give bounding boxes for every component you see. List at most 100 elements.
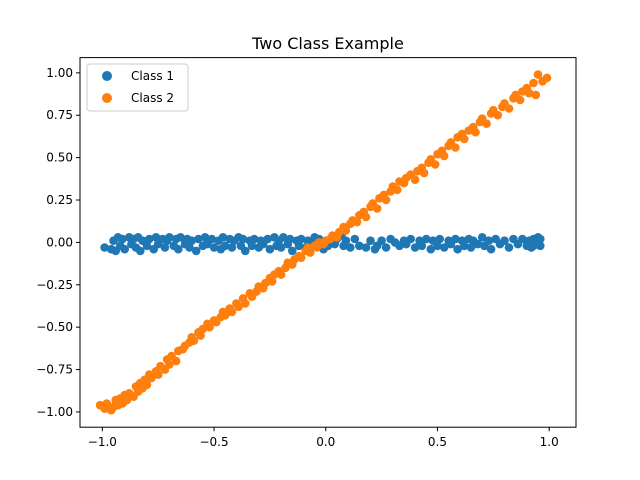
point-series-2-101 — [410, 175, 420, 184]
point-series-1-84 — [346, 243, 355, 252]
point-series-1-52 — [250, 234, 259, 244]
point-series-2-10 — [122, 395, 132, 405]
point-series-2-113 — [451, 143, 460, 152]
y-tick-label: −0.25 — [36, 278, 73, 292]
point-series-1-0 — [100, 243, 109, 252]
point-series-2-36 — [196, 331, 205, 340]
point-series-1-68 — [296, 234, 306, 244]
y-tick-label: −0.75 — [36, 363, 73, 377]
point-series-1-106 — [435, 234, 445, 244]
point-series-1-32 — [191, 246, 201, 256]
point-series-2-22 — [153, 370, 163, 379]
y-tick-label: 1.00 — [46, 66, 73, 80]
point-series-1-57 — [265, 244, 275, 254]
point-series-1-101 — [417, 241, 427, 251]
point-series-2-93 — [381, 195, 391, 205]
point-series-1-38 — [209, 243, 219, 252]
point-series-1-86 — [355, 241, 364, 251]
point-series-2-131 — [515, 95, 525, 105]
point-series-1-56 — [263, 234, 273, 244]
point-series-1-6 — [118, 234, 127, 244]
point-series-1-41 — [218, 233, 228, 242]
point-series-1-51 — [247, 241, 257, 251]
point-series-2-81 — [341, 226, 351, 235]
y-tick-label: 0.25 — [46, 193, 73, 207]
point-series-1-115 — [466, 243, 476, 252]
point-series-2-125 — [493, 110, 503, 120]
point-series-2-107 — [430, 160, 440, 169]
point-series-1-120 — [484, 236, 494, 245]
point-series-1-26 — [174, 244, 183, 254]
point-series-1-99 — [410, 243, 420, 252]
point-series-1-15 — [142, 241, 152, 251]
point-series-1-7 — [120, 244, 129, 254]
point-series-1-102 — [422, 234, 431, 244]
point-series-1-37 — [207, 234, 217, 244]
ticks-layer: −1.0 −0.5 0.0 0.5 1.0 −1.00 −0.75 −0.50 −0.25 0.0… — [36, 66, 559, 449]
point-series-1-124 — [500, 236, 509, 245]
chart-title: Two Class Example — [251, 34, 404, 53]
point-series-2-18 — [142, 380, 152, 390]
point-series-2-70 — [305, 248, 315, 257]
point-series-2-136 — [531, 90, 541, 100]
point-series-2-119 — [471, 127, 480, 137]
x-tick-label: −1.0 — [88, 435, 117, 449]
legend-marker-class-2 — [102, 93, 112, 103]
point-series-1-128 — [518, 234, 527, 244]
point-series-2-34 — [189, 336, 199, 346]
y-tick-label: −1.00 — [36, 405, 73, 419]
point-series-1-113 — [460, 241, 469, 251]
point-series-2-61 — [276, 270, 286, 279]
point-series-1-88 — [366, 236, 375, 245]
point-series-2-87 — [361, 212, 371, 222]
point-series-1-42 — [220, 241, 230, 251]
x-tick-label: −0.5 — [199, 435, 228, 449]
point-series-2-137 — [533, 70, 543, 79]
point-series-2-39 — [205, 322, 214, 332]
point-series-2-104 — [419, 168, 429, 178]
point-series-2-67 — [296, 253, 306, 262]
point-series-2-58 — [267, 277, 277, 286]
point-series-1-91 — [377, 236, 386, 245]
point-series-1-48 — [238, 234, 248, 244]
point-series-2-48 — [234, 302, 243, 312]
point-series-1-27 — [176, 233, 185, 242]
point-series-2-110 — [439, 151, 449, 161]
legend-label-class-2: Class 2 — [131, 91, 174, 105]
point-series-1-125 — [504, 243, 514, 252]
point-series-2-50 — [241, 299, 250, 308]
point-series-1-21 — [160, 243, 170, 252]
point-series-2-135 — [529, 78, 538, 88]
point-series-1-18 — [151, 233, 161, 242]
point-series-1-110 — [451, 234, 460, 244]
point-series-1-62 — [279, 233, 288, 242]
point-series-1-44 — [227, 243, 237, 252]
legend-box — [86, 63, 189, 112]
y-tick-label: 0.50 — [46, 151, 73, 165]
point-series-2-20 — [147, 373, 156, 383]
point-series-1-61 — [276, 243, 286, 252]
point-series-1-117 — [473, 239, 483, 249]
point-series-1-65 — [288, 246, 297, 256]
point-series-1-35 — [200, 233, 210, 242]
point-series-1-118 — [477, 233, 487, 242]
x-tick-label: 0.0 — [316, 435, 335, 449]
point-series-1-23 — [165, 233, 174, 242]
point-series-1-98 — [406, 234, 416, 244]
point-series-1-13 — [136, 246, 145, 256]
point-series-1-103 — [426, 244, 436, 254]
point-series-2-90 — [372, 204, 382, 213]
legend-marker-class-1 — [102, 71, 112, 81]
point-series-1-31 — [187, 236, 196, 245]
point-series-1-121 — [486, 244, 496, 254]
point-series-1-85 — [350, 234, 360, 244]
point-series-1-111 — [453, 244, 462, 254]
point-series-2-84 — [352, 217, 362, 227]
point-series-1-87 — [361, 243, 371, 252]
legend-label-class-1: Class 1 — [131, 69, 174, 83]
y-tick-label: 0.00 — [46, 235, 73, 249]
point-series-1-33 — [194, 234, 203, 244]
point-series-1-105 — [433, 241, 442, 251]
point-series-2-134 — [524, 88, 534, 98]
